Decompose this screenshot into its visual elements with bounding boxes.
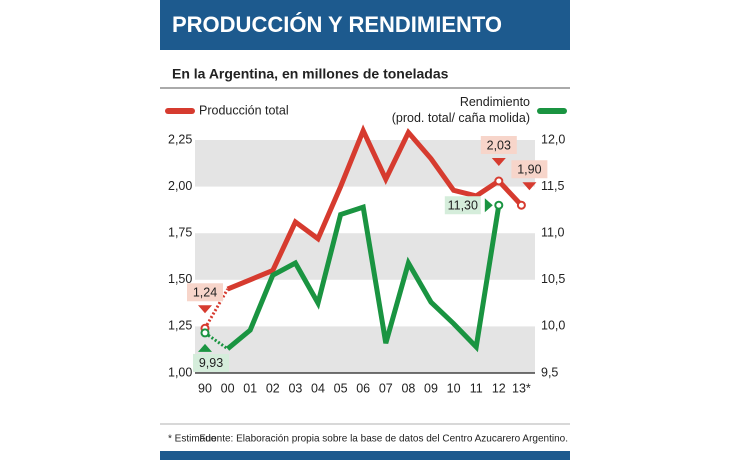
y-tick-label: 2,00	[168, 179, 192, 193]
grid-band	[195, 140, 535, 187]
x-tick-label: 05	[334, 381, 348, 395]
legend-label: Producción total	[199, 103, 289, 117]
point	[494, 176, 504, 186]
x-tick-label: 00	[221, 381, 235, 395]
subtitle: En la Argentina, en millones de tonelada…	[172, 66, 449, 82]
legend-line: (prod. total/ caña molida)	[392, 111, 530, 125]
x-tick-label: 90	[198, 381, 212, 395]
label-box	[480, 136, 517, 155]
x-tick-label: 13*	[512, 381, 531, 395]
legend-line: Rendimiento	[460, 95, 530, 109]
grid-band	[195, 233, 535, 280]
y2-tick-label: 12,0	[541, 132, 565, 146]
x-tick-label: 02	[266, 381, 280, 395]
x-tick-label: 01	[243, 381, 257, 395]
label-pointer	[198, 305, 212, 314]
x-tick-label: 12	[492, 381, 506, 395]
legend-label: Rendimiento (prod. total/ caña molida)	[392, 95, 530, 125]
data-label: 11,30	[448, 199, 478, 213]
label-box	[511, 160, 548, 179]
y-tick-label: 2,25	[168, 132, 192, 146]
x-tick-label: 07	[379, 381, 393, 395]
data-label: 1,90	[517, 163, 541, 177]
label-box	[444, 196, 481, 215]
y2-tick-label: 10,5	[541, 272, 565, 286]
x-tick-label: 04	[311, 381, 325, 395]
source: Fuente: Elaboración propia sobre la base…	[199, 434, 568, 445]
line-segment-dotted	[204, 331, 229, 350]
data-label: 2,03	[487, 138, 511, 152]
series-line	[226, 203, 502, 353]
series-line	[226, 124, 524, 292]
y-tick-label: 1,00	[168, 365, 192, 379]
line-segment-dotted	[203, 288, 229, 330]
data-label: 9,93	[199, 356, 223, 370]
y-tick-label: 1,75	[168, 225, 192, 239]
x-tick-label: 09	[424, 381, 438, 395]
title: PRODUCCIÓN Y RENDIMIENTO	[172, 12, 502, 37]
x-tick-label: 08	[401, 381, 415, 395]
y2-tick-label: 11,5	[541, 179, 564, 193]
y2-tick-label: 9,5	[541, 365, 558, 379]
label-pointer	[491, 158, 506, 167]
footer-bar	[160, 451, 570, 460]
y-tick-label: 1,50	[168, 272, 192, 286]
point	[200, 328, 210, 338]
x-tick-label: 03	[288, 381, 302, 395]
x-tick-label: 11	[470, 381, 483, 395]
title-bar	[160, 0, 570, 50]
label-pointer	[484, 198, 493, 213]
label-pointer	[198, 343, 212, 352]
x-tick-label: 06	[356, 381, 370, 395]
footnote: * Estimado	[168, 434, 217, 445]
y2-tick-label: 11,0	[541, 225, 564, 239]
x-tick-label: 10	[447, 381, 461, 395]
point	[494, 200, 504, 210]
label-box	[193, 353, 229, 372]
y2-tick-label: 10,0	[541, 319, 565, 333]
data-label: 1,24	[193, 286, 217, 300]
point	[516, 200, 526, 210]
label-pointer	[522, 182, 537, 191]
label-box	[187, 283, 223, 302]
y-tick-label: 1,25	[168, 319, 192, 333]
